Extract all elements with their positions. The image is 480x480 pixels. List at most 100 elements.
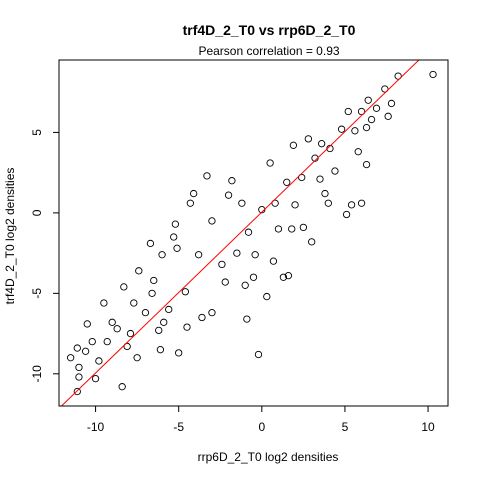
data-point [130,299,138,307]
data-point [208,217,216,225]
data-point [304,135,313,143]
data-point [289,141,298,149]
data-point [321,189,329,198]
data-point [263,292,271,301]
data-point [100,299,108,307]
data-point [308,238,316,246]
y-tick-label: -5 [30,288,44,299]
data-point [91,374,100,383]
data-point [244,228,253,236]
data-points [66,70,437,396]
data-point [274,225,283,233]
data-point [155,326,163,335]
x-tick-label: -5 [173,420,184,434]
chart-subtitle: Pearson correlation = 0.93 [198,44,339,58]
fit-line [60,60,420,406]
y-tick-label: 5 [30,129,44,136]
data-point [357,199,366,207]
data-point [81,347,90,355]
data-point [141,309,150,317]
data-point [83,320,91,328]
data-point [203,172,211,180]
x-tick-label: -10 [87,420,105,434]
data-point [291,201,299,209]
data-point [243,315,251,323]
data-point [126,329,135,338]
data-point [73,344,81,352]
data-point [271,199,279,207]
data-point [88,337,96,346]
data-point [249,273,258,281]
data-point [238,199,246,207]
data-point [324,199,332,207]
data-point [108,318,116,326]
data-point [73,387,81,396]
data-point [318,140,326,148]
data-point [269,257,278,265]
data-point [118,383,126,391]
data-point [133,354,141,362]
data-point [221,278,229,286]
data-point [372,104,381,112]
data-point [218,260,226,269]
data-point [384,112,392,120]
data-point [381,85,389,93]
data-point [175,349,183,357]
data-point [66,354,75,362]
data-point [198,313,206,322]
data-point [150,276,158,285]
x-axis: -10 -5 0 5 10 [87,406,435,434]
data-point [357,107,366,116]
data-point [387,99,396,108]
data-point [347,201,356,209]
data-point [75,373,83,381]
data-point [367,115,376,124]
data-point [233,249,241,257]
y-axis: -10 -5 0 5 [30,129,59,383]
data-point [224,191,233,199]
data-point [344,107,352,116]
data-point [165,305,173,314]
data-point [194,251,203,259]
data-point [266,159,274,167]
data-point [123,342,131,351]
y-tick-label: -10 [30,365,44,383]
data-point [316,175,324,183]
data-point [95,357,103,365]
data-point [173,244,181,252]
data-point [354,148,362,156]
data-point [362,123,371,132]
data-point [170,233,178,241]
x-tick-label: 0 [258,420,265,434]
data-point [251,251,259,259]
data-point [135,267,143,275]
data-point [208,309,216,317]
data-point [113,325,121,333]
data-point [279,273,288,281]
data-point [284,271,293,280]
data-point [351,127,359,135]
x-tick-label: 5 [342,420,349,434]
data-point [362,160,371,169]
data-point [183,323,191,331]
data-point [181,288,189,296]
data-point [228,177,236,185]
data-point [241,281,249,289]
x-tick-label: 10 [421,420,435,434]
data-point [75,363,83,372]
data-point [283,178,291,186]
data-point [429,70,437,79]
y-tick-label: 0 [30,209,44,216]
data-point [342,210,351,219]
data-point [120,283,128,291]
data-point [288,225,296,233]
data-point [364,96,372,104]
chart-title: trf4D_2_T0 vs rrp6D_2_T0 [183,22,356,38]
data-point [331,167,339,175]
data-point [186,199,194,207]
data-point [394,72,402,80]
data-point [298,173,306,182]
x-axis-label: rrp6D_2_T0 log2 densities [198,450,339,464]
data-point [146,239,155,248]
